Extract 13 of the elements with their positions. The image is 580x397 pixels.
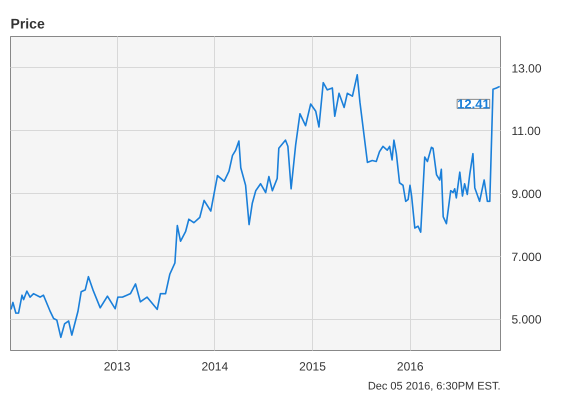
x-tick-label: 2014: [201, 360, 228, 374]
x-tick-label: 2013: [104, 360, 131, 374]
y-tick-label: 7.000: [512, 250, 542, 264]
y-tick-label: 5.000: [512, 312, 542, 327]
x-tick-label: 2015: [299, 360, 326, 374]
x-tick-label: 2016: [396, 360, 424, 374]
y-tick-label: 13.00: [512, 61, 542, 76]
y-tick-label: 9.000: [512, 187, 542, 201]
text: Dec 05 2016, 6:30PM EST.: [368, 380, 500, 392]
y-tick-label: 11.00: [512, 124, 541, 138]
chart-title: Price: [10, 16, 45, 32]
annotation: 12.41: [457, 96, 490, 112]
line-series: [10, 74, 500, 338]
